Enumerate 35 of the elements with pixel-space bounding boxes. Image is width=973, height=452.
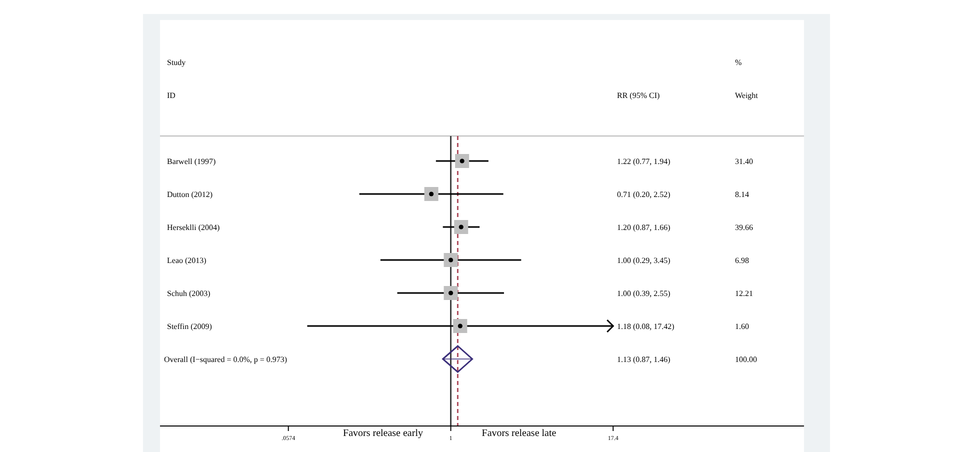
annotation: 1.22 (0.77, 1.94) <box>617 157 671 166</box>
text: % <box>735 58 742 67</box>
y-tick-label: Steffin (2009) <box>167 322 212 331</box>
annotation: 100.00 <box>735 355 757 364</box>
y-tick-label: Overall (I−squared = 0.0%, p = 0.973) <box>164 355 288 364</box>
text: Study <box>167 58 186 67</box>
annotation: 8.14 <box>735 190 749 199</box>
annotation: 31.40 <box>735 157 753 166</box>
annotation: 1.00 (0.39, 2.55) <box>617 289 671 298</box>
text: Weight <box>735 91 759 100</box>
annotation: 6.98 <box>735 256 749 265</box>
point <box>454 220 468 234</box>
annotation: 1.13 (0.87, 1.46) <box>617 355 671 364</box>
point <box>424 187 438 201</box>
annotation: 1.18 (0.08, 17.42) <box>617 322 675 331</box>
point <box>442 345 474 373</box>
text: Favors release early <box>343 428 423 439</box>
annotation: 1.00 (0.29, 3.45) <box>617 256 671 265</box>
annotation: 12.21 <box>735 289 753 298</box>
text: ID <box>167 91 176 100</box>
y-tick-label: Barwell (1997) <box>167 157 216 166</box>
text: RR (95% CI) <box>617 91 660 100</box>
y-tick-label: Schuh (2003) <box>167 289 211 298</box>
annotation: 1.60 <box>735 322 749 331</box>
y-tick-label: Leao (2013) <box>167 256 207 265</box>
y-tick-label: Dutton (2012) <box>167 190 213 199</box>
annotation: 39.66 <box>735 223 753 232</box>
annotation: 1.20 (0.87, 1.66) <box>617 223 671 232</box>
point <box>453 319 468 333</box>
y-tick-label: Herseklli (2004) <box>167 223 220 232</box>
point <box>444 286 458 300</box>
annotation: 0.71 (0.20, 2.52) <box>617 190 671 199</box>
point <box>455 154 470 168</box>
text: Favors release late <box>482 428 557 439</box>
point <box>444 253 458 267</box>
